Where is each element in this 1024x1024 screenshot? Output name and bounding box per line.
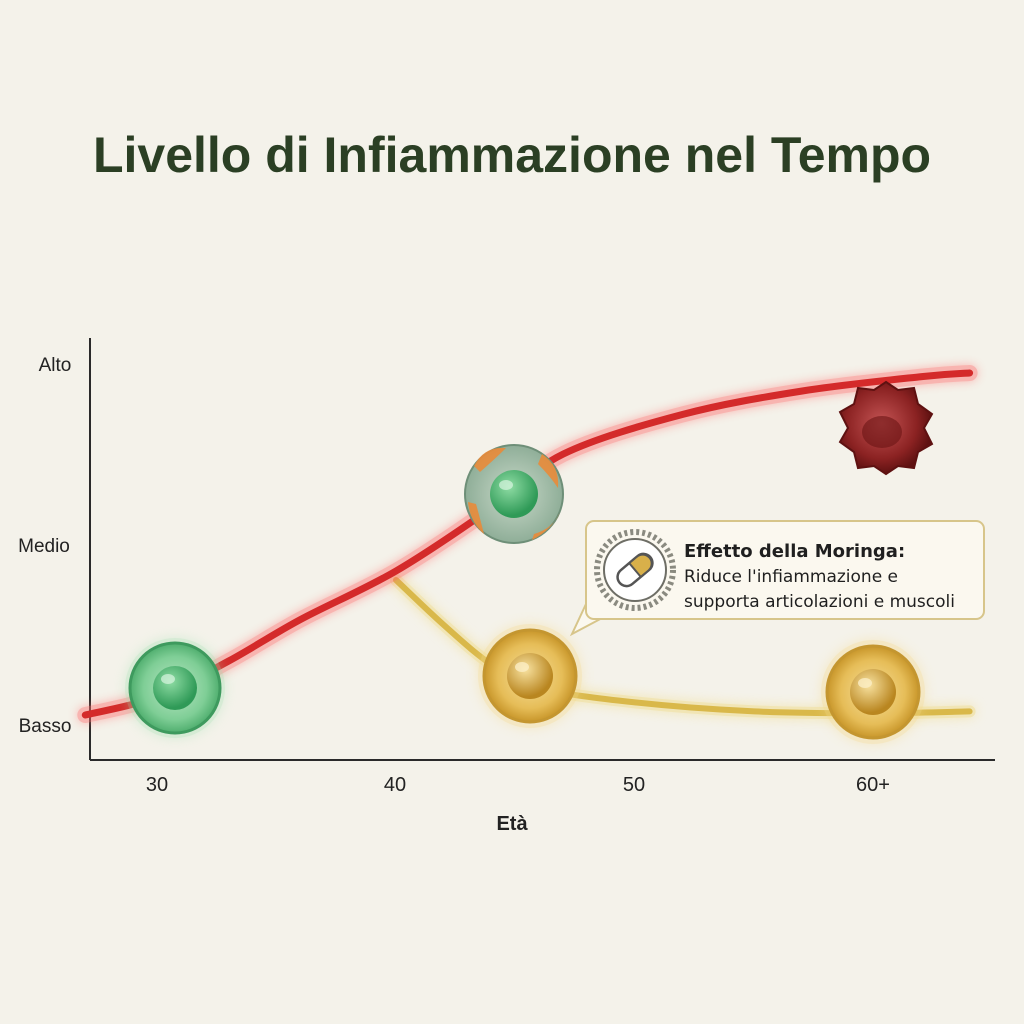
- damaged-cell-icon: [838, 380, 934, 476]
- x-tick-label-40: 40: [384, 774, 406, 796]
- callout-title: Effetto della Moringa:: [684, 541, 905, 562]
- x-tick-label-60: 60+: [856, 774, 890, 796]
- x-tick-label-30: 30: [146, 774, 168, 796]
- callout-line: supporta articolazioni e muscoli: [684, 592, 955, 612]
- stressed-cell-icon: [464, 444, 564, 544]
- chart-title: Livello di Infiammazione nel Tempo: [93, 127, 931, 183]
- callout-line: Riduce l'infiammazione e: [684, 567, 898, 587]
- y-tick-label-medium: Medio: [18, 536, 70, 557]
- protected-cell-icon: [821, 640, 925, 744]
- healthy-cell-icon: [125, 638, 225, 738]
- x-tick-label-50: 50: [623, 774, 645, 796]
- capsule-icon: [594, 529, 676, 611]
- moringa-callout: Effetto della Moringa: Riduce l'infiamma…: [585, 520, 985, 620]
- protected-cell-icon: [478, 624, 582, 728]
- y-tick-label-high: Alto: [39, 355, 72, 376]
- y-tick-label-low: Basso: [19, 716, 72, 737]
- x-axis-label: Età: [496, 813, 528, 835]
